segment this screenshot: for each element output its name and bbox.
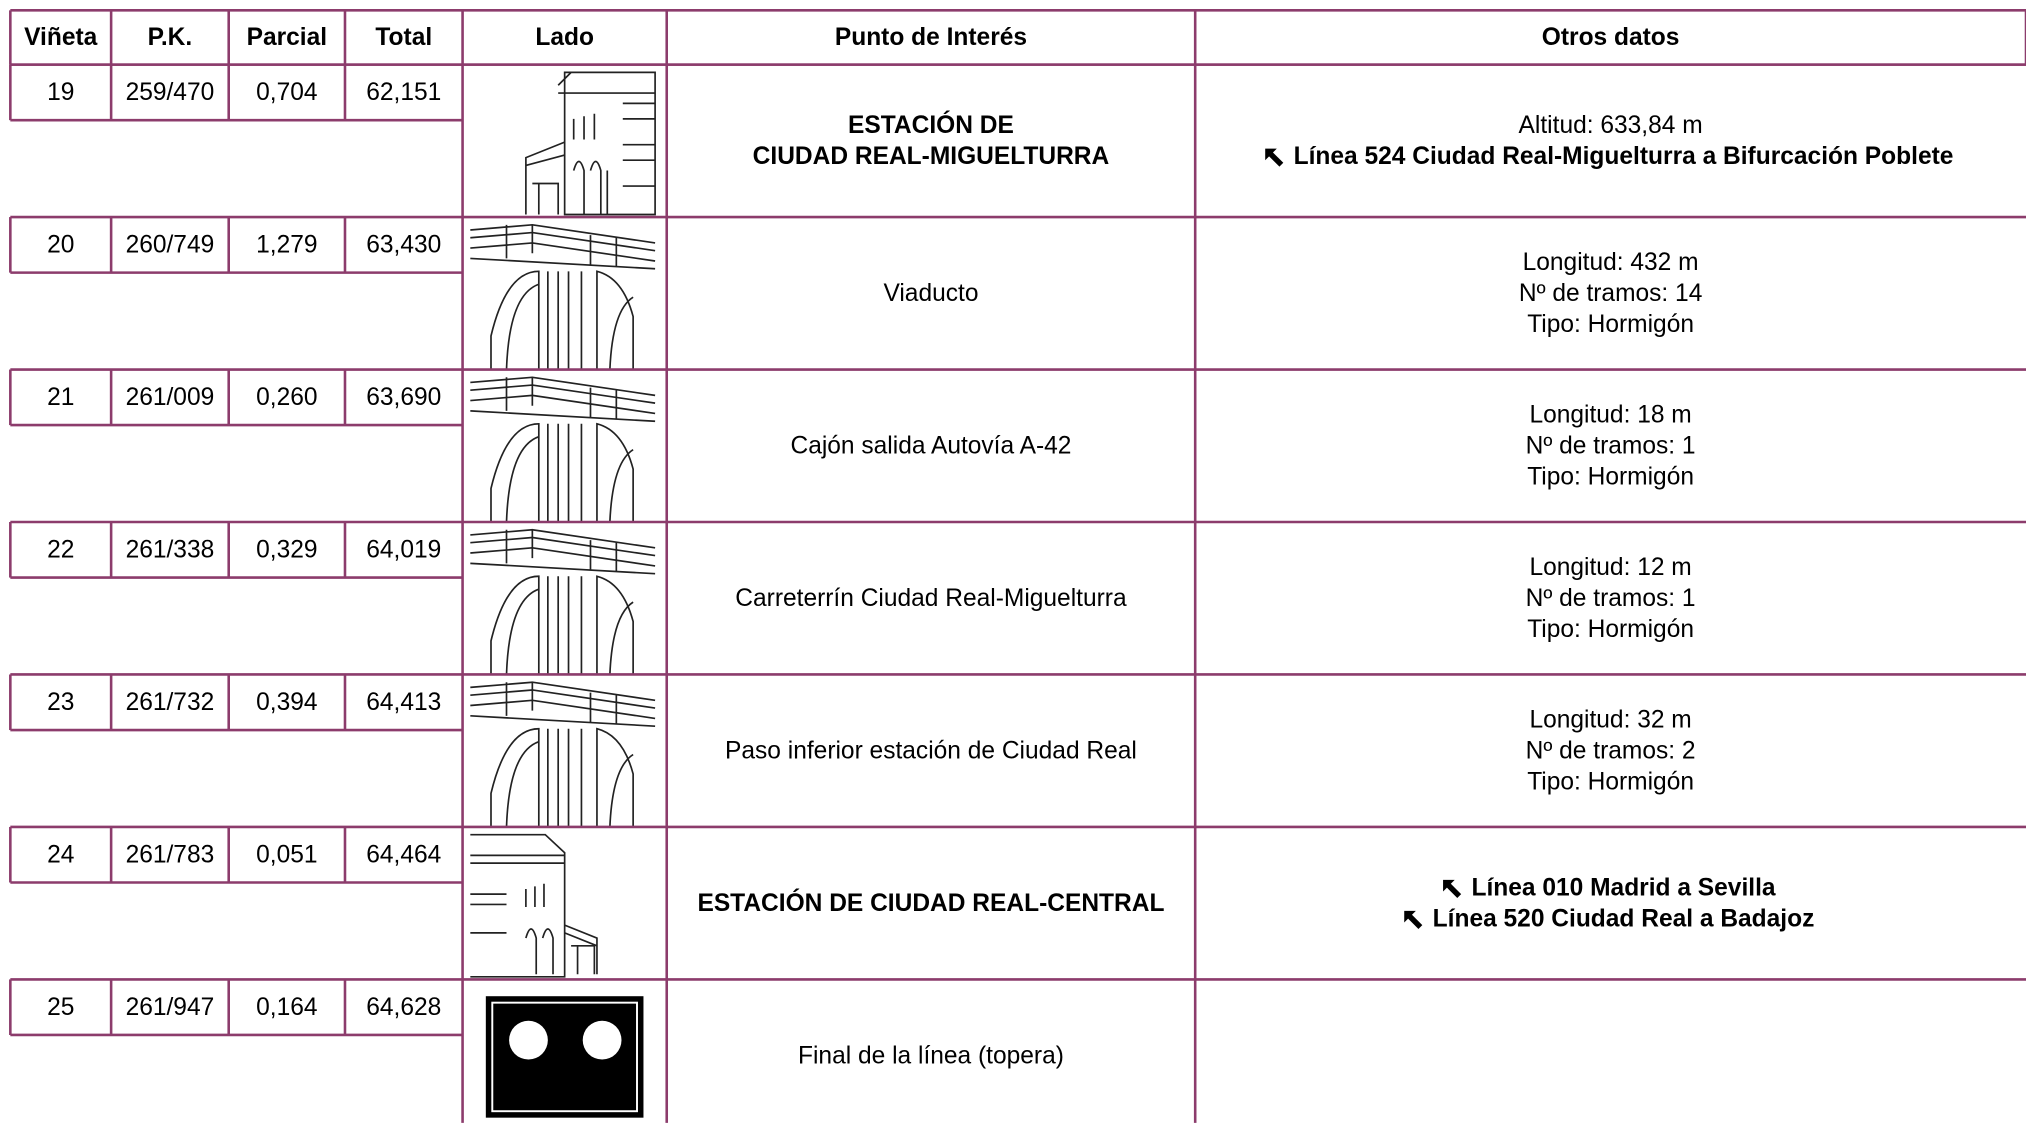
cell-vineta: 25 bbox=[47, 994, 74, 1021]
point-name: ESTACIÓN DE bbox=[848, 111, 1014, 139]
cell-parcial: 0,704 bbox=[256, 79, 317, 106]
signal-light bbox=[582, 1020, 622, 1060]
cell-vineta: 24 bbox=[47, 842, 74, 869]
cell-vineta: 20 bbox=[47, 232, 74, 259]
icon-signal bbox=[485, 996, 644, 1118]
detail-line: Nº de tramos: 14 bbox=[1519, 280, 1702, 307]
point-name: Final de la línea (topera) bbox=[798, 1042, 1064, 1069]
icon-stroke bbox=[505, 682, 618, 724]
link-arrow bbox=[1443, 879, 1462, 899]
point-name: Viaducto bbox=[883, 280, 978, 307]
icon-stroke bbox=[470, 376, 656, 423]
point-name: Cajón salida Autovía A-42 bbox=[790, 433, 1071, 460]
header-cell: Otros datos bbox=[1542, 24, 1680, 51]
cell-total: 64,413 bbox=[366, 689, 441, 716]
detail-line: Tipo: Hormigón bbox=[1527, 768, 1694, 795]
detail-line: Nº de tramos: 1 bbox=[1526, 433, 1696, 460]
detail-line: Tipo: Hormigón bbox=[1527, 616, 1694, 643]
icon-stroke bbox=[525, 883, 554, 975]
cell-vineta: 19 bbox=[47, 79, 74, 106]
cell-total: 63,430 bbox=[366, 232, 441, 259]
link-arrow bbox=[1265, 148, 1284, 167]
detail-line: Tipo: Hormigón bbox=[1527, 464, 1694, 491]
header-cell: Viñeta bbox=[24, 24, 98, 51]
cell-parcial: 0,329 bbox=[256, 537, 317, 564]
signal-frame bbox=[491, 1001, 638, 1113]
cell-pk: 259/470 bbox=[126, 79, 215, 106]
header-cell: Total bbox=[375, 24, 432, 51]
detail-line: Nº de tramos: 2 bbox=[1526, 737, 1696, 764]
icon-bridge bbox=[470, 376, 656, 523]
cell-parcial: 1,279 bbox=[256, 232, 317, 259]
icon-bridge bbox=[470, 223, 656, 370]
header-cell: P.K. bbox=[148, 24, 193, 51]
cell-parcial: 0,051 bbox=[256, 842, 317, 869]
icon-stroke bbox=[505, 224, 618, 267]
icon-stroke bbox=[490, 727, 634, 827]
point-name: CIUDAD REAL-MIGUELTURRA bbox=[753, 143, 1110, 170]
cell-vineta: 22 bbox=[47, 537, 74, 564]
detail-line: Longitud: 12 m bbox=[1529, 554, 1691, 581]
detail-line: Altitud: 633,84 m bbox=[1519, 112, 1703, 139]
cell-pk: 261/783 bbox=[126, 842, 215, 869]
icon-stroke bbox=[470, 528, 656, 575]
icon-stroke bbox=[557, 71, 656, 216]
icon-stroke bbox=[470, 681, 656, 727]
icon-stroke bbox=[490, 422, 634, 523]
detail-line: Tipo: Hormigón bbox=[1527, 311, 1694, 338]
icon-station2 bbox=[470, 833, 598, 978]
icon-stroke bbox=[564, 924, 598, 975]
icon-stroke bbox=[505, 588, 540, 675]
cell-pk: 261/338 bbox=[126, 537, 215, 564]
point-name: ESTACIÓN DE CIUDAD REAL-CENTRAL bbox=[697, 889, 1164, 917]
cell-pk: 261/009 bbox=[126, 384, 215, 411]
line-link[interactable]: Línea 520 Ciudad Real a Badajoz bbox=[1433, 905, 1815, 932]
cell-pk: 261/947 bbox=[126, 994, 215, 1021]
icon-stroke bbox=[505, 529, 618, 572]
detail-line: Longitud: 18 m bbox=[1529, 402, 1691, 429]
icon-stroke bbox=[470, 893, 507, 934]
detail-line: Longitud: 432 m bbox=[1523, 249, 1699, 276]
link-arrow bbox=[1404, 910, 1423, 930]
header-cell: Punto de Interés bbox=[835, 24, 1027, 51]
icon-stroke bbox=[572, 113, 609, 215]
cell-total: 64,019 bbox=[366, 537, 441, 564]
cell-pk: 261/732 bbox=[126, 689, 215, 716]
signal-light bbox=[509, 1020, 548, 1060]
cell-total: 63,690 bbox=[366, 384, 441, 411]
icon-bridge bbox=[470, 528, 656, 675]
point-name: Carreterrín Ciudad Real-Miguelturra bbox=[735, 585, 1127, 612]
icon-stroke bbox=[490, 270, 634, 370]
cell-vineta: 23 bbox=[47, 689, 74, 716]
line-link[interactable]: Línea 524 Ciudad Real-Miguelturra a Bifu… bbox=[1294, 143, 1954, 170]
detail-line: Nº de tramos: 1 bbox=[1526, 585, 1696, 612]
cell-vineta: 21 bbox=[47, 384, 74, 411]
icon-stroke bbox=[505, 377, 618, 419]
cell-pk: 260/749 bbox=[126, 232, 215, 259]
icon-stroke bbox=[470, 833, 566, 978]
cell-parcial: 0,394 bbox=[256, 689, 317, 716]
icon-stroke bbox=[525, 141, 565, 215]
cell-total: 64,464 bbox=[366, 842, 441, 869]
detail-line: Longitud: 32 m bbox=[1529, 706, 1691, 733]
cell-parcial: 0,164 bbox=[256, 994, 317, 1021]
icon-stroke bbox=[505, 740, 540, 827]
cell-parcial: 0,260 bbox=[256, 384, 317, 411]
header-cell: Parcial bbox=[247, 24, 327, 51]
cell-total: 64,628 bbox=[366, 994, 441, 1021]
icon-stroke bbox=[490, 575, 634, 675]
line-link[interactable]: Línea 010 Madrid a Sevilla bbox=[1471, 874, 1775, 901]
cell-total: 62,151 bbox=[366, 79, 441, 106]
header-cell: Lado bbox=[535, 24, 594, 51]
icon-bridge bbox=[470, 681, 656, 827]
icon-stroke bbox=[505, 283, 540, 370]
icon-stroke bbox=[622, 102, 656, 187]
icon-station bbox=[525, 71, 656, 216]
icon-stroke bbox=[470, 223, 656, 270]
icon-stroke bbox=[505, 435, 540, 523]
point-name: Paso inferior estación de Ciudad Real bbox=[725, 737, 1137, 764]
